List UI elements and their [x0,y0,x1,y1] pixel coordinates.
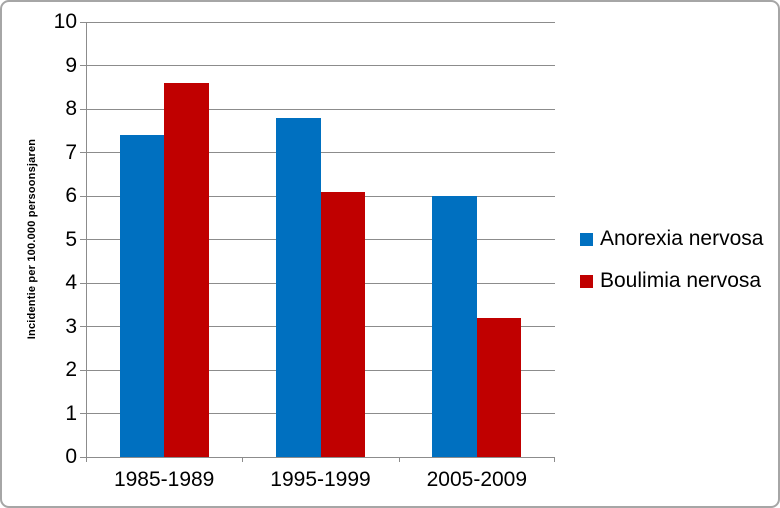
gridline [86,108,555,110]
y-axis-tick [80,21,86,23]
y-axis-tick [80,369,86,371]
plot-area [80,21,555,462]
y-axis-tick-label: 9 [65,53,77,77]
gridline [86,456,555,458]
x-axis-tick [398,457,400,462]
y-axis-tick-label: 6 [65,184,77,207]
y-axis-tick-label: 4 [65,271,77,294]
bar-anorexia-nervosa [119,135,165,457]
gridline [86,152,555,153]
legend-item-anorexia-nervosa: Anorexia nervosa [580,226,763,252]
y-axis-tick-label: 2 [65,358,77,381]
y-axis-tick [80,65,86,66]
gridline [86,21,555,23]
legend: Anorexia nervosa Boulimia nervosa [580,226,763,294]
x-axis-tick [554,457,555,462]
legend-item-boulimia-nervosa: Boulimia nervosa [580,268,763,294]
gridline [86,65,555,66]
y-axis-tick [80,108,86,110]
y-axis-tick [80,456,86,458]
y-axis-tick-label: 5 [65,227,77,251]
y-axis-tick-label: 3 [65,314,77,338]
y-axis-tick-label: 7 [65,140,77,164]
x-axis-tick [242,457,244,462]
y-axis-tick [80,239,86,240]
x-axis-category-label: 1985-1989 [113,468,215,491]
y-axis-tick-label: 0 [65,445,77,468]
bar-anorexia-nervosa [276,117,321,457]
y-axis-line [86,22,87,458]
bar-boulimia-nervosa [320,191,365,457]
y-axis-tick [80,152,86,153]
x-axis-category-label: 1995-1999 [270,468,371,491]
legend-label: Anorexia nervosa [600,227,764,250]
y-axis-tick-label: 1 [65,401,77,425]
y-axis-tick [80,195,86,197]
y-axis-tick [80,326,86,327]
bar-boulimia-nervosa [476,317,522,457]
bar-anorexia-nervosa [432,196,477,457]
y-axis-tick [80,282,86,284]
x-axis-category-label: 2005-2009 [426,468,528,491]
x-axis-category-labels: 1985-1989 1995-1999 2005-2009 [86,468,555,498]
legend-swatch [580,274,593,288]
x-axis-tick [86,457,87,462]
bar-boulimia-nervosa [164,82,209,457]
y-axis-tick-label: 8 [65,97,77,120]
legend-swatch [580,232,593,246]
legend-label: Boulimia nervosa [600,269,762,292]
y-axis-tick [80,413,86,414]
y-axis-tick-label: 10 [53,10,77,33]
y-axis-tick-labels: 0 1 2 3 4 5 6 7 8 9 10 [2,2,77,506]
